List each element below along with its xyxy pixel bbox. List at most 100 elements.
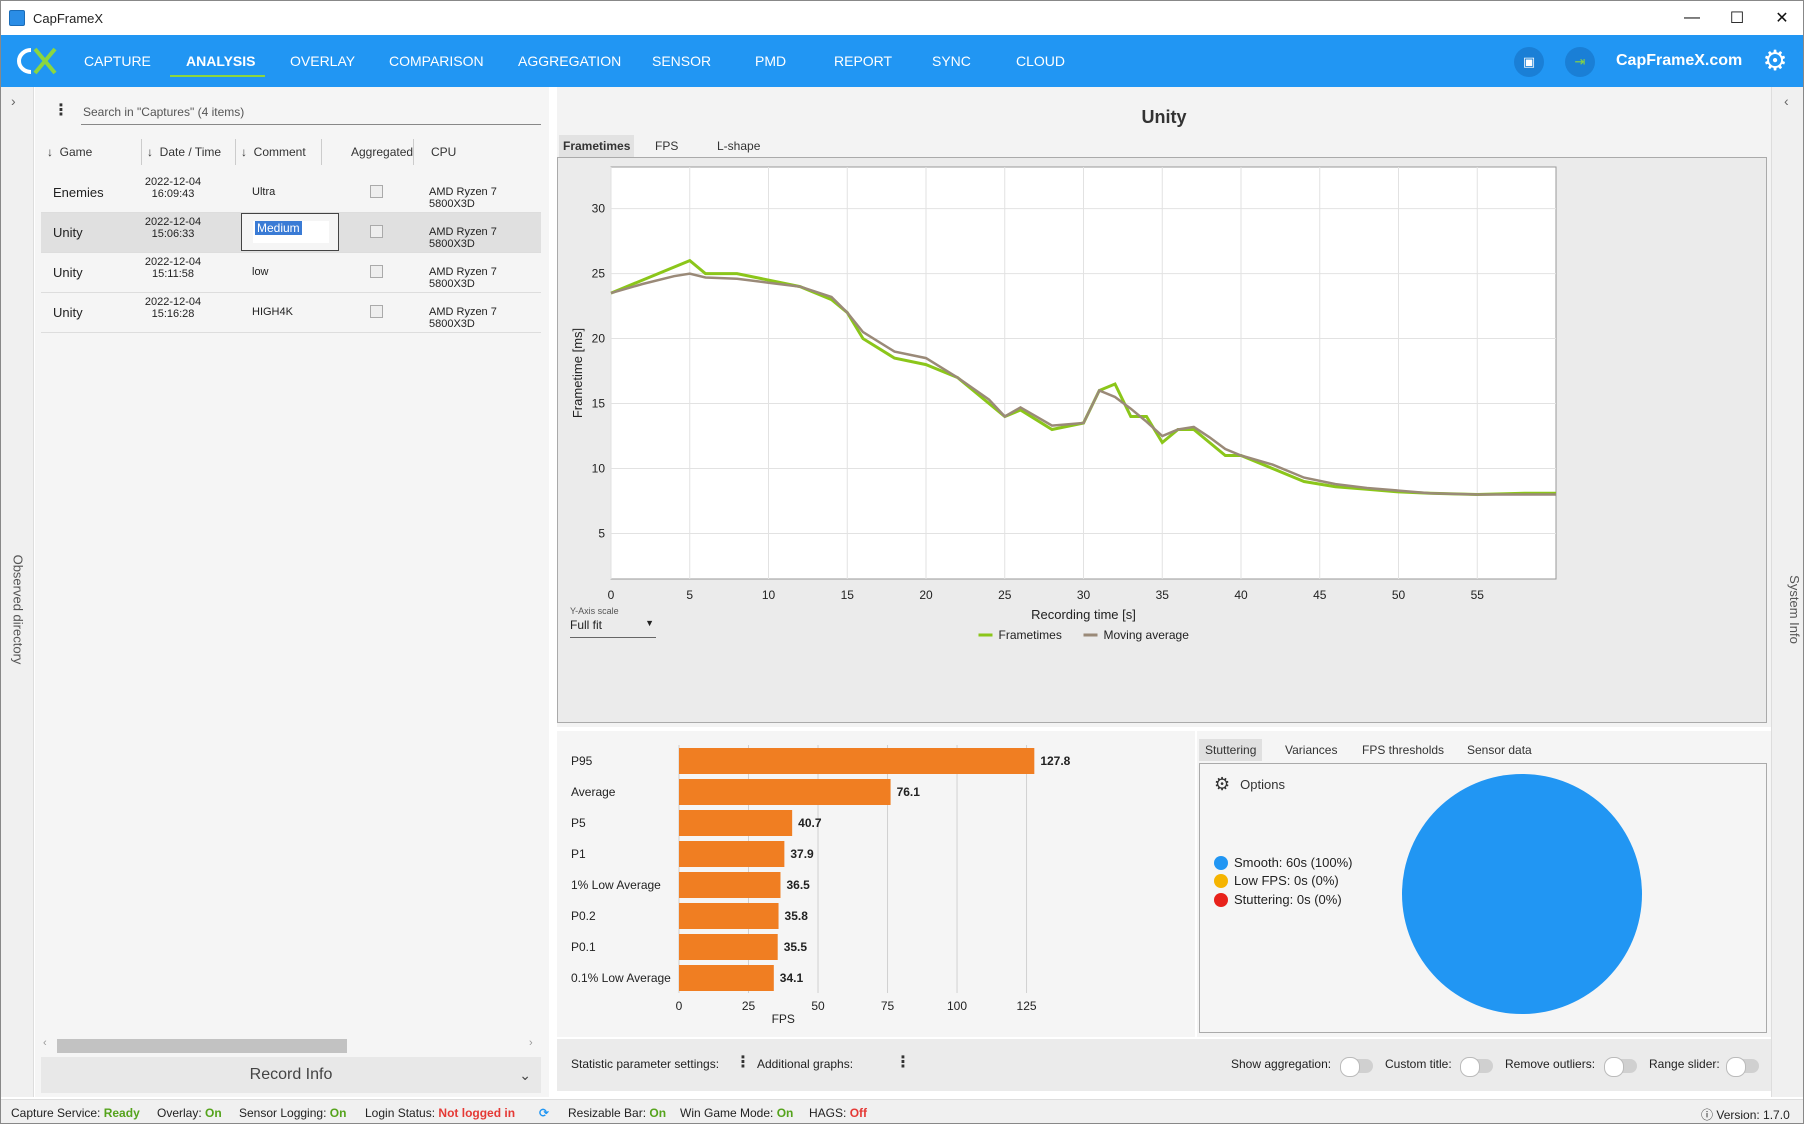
x-tick-label: 25 xyxy=(998,588,1012,602)
screenshot-button[interactable]: ▣ xyxy=(1514,47,1544,77)
sort-arrow-icon: ↓ xyxy=(147,145,153,159)
legend-label: Frametimes xyxy=(999,628,1062,642)
legend-dot xyxy=(1214,855,1228,870)
bar-category-label: P95 xyxy=(571,754,593,768)
kebab-menu-icon[interactable]: ⋮ xyxy=(53,102,69,119)
table-row[interactable]: Enemies 2022-12-04 16:09:43 Ultra AMD Ryz… xyxy=(41,173,541,213)
range-slider-label: Range slider: xyxy=(1649,1057,1720,1071)
y-tick-label: 15 xyxy=(592,397,606,411)
status-value: Off xyxy=(849,1106,868,1120)
additional-graphs-menu-icon[interactable]: ⋮ xyxy=(895,1054,911,1071)
tab-capture[interactable]: CAPTURE xyxy=(84,53,151,69)
tab-sensor-data[interactable]: Sensor data xyxy=(1467,743,1532,757)
row-comment[interactable]: HIGH4K xyxy=(252,306,293,318)
range-slider-toggle[interactable] xyxy=(1726,1057,1759,1077)
comment-edit-box[interactable]: Medium xyxy=(241,213,339,251)
remove-outliers-toggle[interactable] xyxy=(1604,1057,1637,1077)
scrollbar-thumb[interactable] xyxy=(57,1039,347,1053)
bar-category-label: 0.1% Low Average xyxy=(571,971,671,985)
row-comment[interactable]: Ultra xyxy=(252,186,276,198)
tab-fps-thresholds[interactable]: FPS thresholds xyxy=(1362,743,1445,757)
bar xyxy=(679,841,785,867)
tab-l-shape[interactable]: L-shape xyxy=(717,139,761,153)
col-game[interactable]: ↓ Game xyxy=(47,145,92,159)
status-label: Capture Service: xyxy=(11,1106,101,1120)
horizontal-scrollbar[interactable]: ‹ › xyxy=(41,1035,541,1053)
comment-selected-text: Medium xyxy=(255,221,302,235)
gear-icon: ⚙ xyxy=(1214,774,1231,794)
custom-title-toggle[interactable] xyxy=(1460,1057,1493,1077)
row-aggregated-checkbox[interactable] xyxy=(370,265,383,278)
status-value: On xyxy=(776,1106,794,1120)
table-row[interactable]: Unity 2022-12-04 15:06:33 Medium AMD Ryze… xyxy=(41,213,541,253)
tab-sync[interactable]: SYNC xyxy=(932,53,971,69)
capframex-link[interactable]: CapFrameX.com xyxy=(1616,52,1743,69)
row-comment[interactable]: low xyxy=(252,266,269,278)
observed-directory-strip[interactable]: › Observed directory xyxy=(1,87,34,1097)
table-row[interactable]: Unity 2022-12-04 15:11:58 low AMD Ryzen 7… xyxy=(41,253,541,293)
col-comment[interactable]: ↓ Comment xyxy=(241,145,306,159)
tab-variances[interactable]: Variances xyxy=(1285,743,1338,757)
record-info-expander[interactable]: Record Info ⌄ xyxy=(41,1057,541,1093)
scroll-right-icon[interactable]: › xyxy=(529,1037,533,1049)
row-game: Unity xyxy=(53,225,83,240)
status-label: Sensor Logging: xyxy=(239,1106,327,1120)
y-axis-scale-select[interactable]: Full fit ▼ xyxy=(570,618,656,638)
col-aggregated[interactable]: Aggregated xyxy=(351,145,414,159)
col-date[interactable]: ↓ Date / Time xyxy=(147,145,221,159)
col-separator xyxy=(141,139,142,165)
maximize-button[interactable]: ☐ xyxy=(1729,10,1745,27)
status-value: On xyxy=(329,1106,347,1120)
scroll-left-icon[interactable]: ‹ xyxy=(43,1037,47,1049)
minimize-button[interactable]: — xyxy=(1684,9,1700,26)
login-button[interactable]: ⇥ xyxy=(1565,47,1595,77)
expand-chevron-icon[interactable]: › xyxy=(11,93,16,109)
row-date-day: 2022-12-04 xyxy=(144,296,202,308)
search-input[interactable]: Search in "Captures" (4 items) xyxy=(81,103,541,125)
settings-gear-icon[interactable]: ⚙ xyxy=(1762,45,1788,76)
bar-category-label: Average xyxy=(571,785,616,799)
x-tick-label: 10 xyxy=(762,588,776,602)
x-tick-label: 75 xyxy=(881,999,895,1013)
tab-comparison[interactable]: COMPARISON xyxy=(389,53,484,69)
stat-settings-label: Statistic parameter settings: xyxy=(571,1057,720,1071)
row-aggregated-checkbox[interactable] xyxy=(370,305,383,318)
row-date-day: 2022-12-04 xyxy=(144,176,202,188)
graph-frame: 0 5 10 15 20 25 30 35 40 45 50 55 5 10 15 20 25 30 Recordi… xyxy=(557,157,1767,723)
row-aggregated-checkbox[interactable] xyxy=(370,225,383,238)
options-button[interactable]: ⚙ Options xyxy=(1214,774,1285,795)
graph-title: Unity xyxy=(1141,107,1187,127)
fps-bar-chart[interactable]: 0 25 50 75 100 125 FPS P95 127.8 Average 76.1 P5 40.… xyxy=(557,731,1195,1037)
row-cpu: AMD Ryzen 7 5800X3D xyxy=(429,226,497,250)
close-button[interactable]: ✕ xyxy=(1775,10,1789,27)
tab-frametimes[interactable]: Frametimes xyxy=(559,135,635,157)
x-tick-label: 20 xyxy=(919,588,933,602)
version-text: Version: 1.7.0 xyxy=(1716,1108,1790,1122)
row-aggregated-checkbox[interactable] xyxy=(370,185,383,198)
bottom-options-bar: Statistic parameter settings: ⋮ Addition… xyxy=(557,1039,1771,1091)
tab-sensor[interactable]: SENSOR xyxy=(652,53,712,69)
status-bar: Capture Service: Ready Overlay: On Senso… xyxy=(1,1099,1803,1123)
col-cpu[interactable]: CPU xyxy=(431,145,457,159)
tab-pmd[interactable]: PMD xyxy=(755,53,787,69)
tab-stuttering[interactable]: Stuttering xyxy=(1199,739,1263,761)
system-info-label: System Info xyxy=(1786,575,1802,644)
refresh-icon[interactable]: ⟳ xyxy=(539,1106,550,1120)
tab-report[interactable]: REPORT xyxy=(834,53,893,69)
capture-service-status: Capture Service: Ready xyxy=(11,1106,140,1120)
tab-cloud[interactable]: CLOUD xyxy=(1016,53,1066,69)
system-info-strip[interactable]: ‹ System Info xyxy=(1771,87,1803,1097)
status-label: Overlay: xyxy=(157,1106,202,1120)
show-aggregation-toggle[interactable] xyxy=(1340,1057,1373,1077)
row-game: Enemies xyxy=(53,185,104,200)
tab-fps[interactable]: FPS xyxy=(655,139,679,153)
row-date: 2022-12-04 16:09:43 xyxy=(143,176,203,200)
comment-input[interactable]: Medium xyxy=(253,221,329,243)
collapse-chevron-icon[interactable]: ‹ xyxy=(1784,93,1789,109)
tab-analysis[interactable]: ANALYSIS xyxy=(186,53,256,69)
stat-settings-menu-icon[interactable]: ⋮ xyxy=(735,1054,751,1071)
tab-overlay[interactable]: OVERLAY xyxy=(290,53,356,69)
frametime-chart[interactable]: 0 5 10 15 20 25 30 35 40 45 50 5551015202530Recordi… xyxy=(558,158,1766,722)
tab-aggregation[interactable]: AGGREGATION xyxy=(518,53,622,69)
table-row[interactable]: Unity 2022-12-04 15:16:28 HIGH4K AMD Ryze… xyxy=(41,293,541,333)
